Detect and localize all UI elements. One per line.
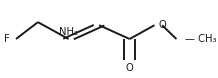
Text: O: O	[126, 63, 133, 73]
Text: O: O	[159, 20, 167, 30]
Text: — CH₃: — CH₃	[185, 34, 216, 44]
Text: F: F	[4, 34, 10, 44]
Text: NH₂: NH₂	[59, 27, 78, 37]
